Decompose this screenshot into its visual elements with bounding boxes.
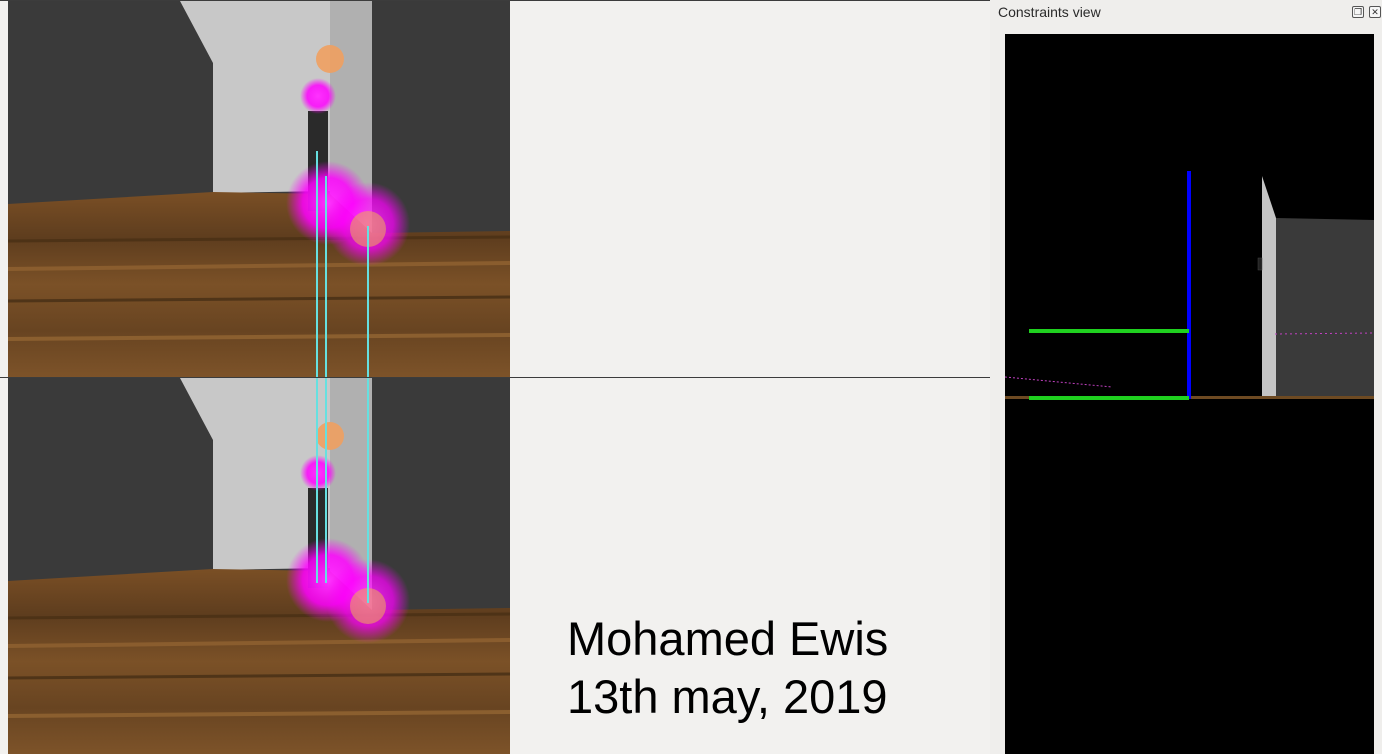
float-icon: ❐ bbox=[1353, 7, 1363, 17]
pillar-light bbox=[180, 1, 330, 193]
pane-separator bbox=[0, 377, 990, 378]
constraints-panel: Constraints view ❐ ✕ bbox=[990, 0, 1382, 754]
top-border bbox=[0, 0, 990, 1]
viewport-top[interactable] bbox=[8, 1, 510, 377]
caption-date: 13th may, 2019 bbox=[567, 670, 888, 723]
viewport-bottom[interactable] bbox=[8, 378, 510, 754]
simulation-area: Mohamed Ewis 13th may, 2019 bbox=[0, 0, 990, 754]
author-name: Mohamed Ewis bbox=[567, 612, 889, 665]
wall bbox=[1276, 218, 1374, 396]
scene-bottom bbox=[8, 378, 510, 754]
close-icon: ✕ bbox=[1371, 7, 1379, 17]
marker-upper bbox=[300, 78, 336, 114]
close-button[interactable]: ✕ bbox=[1369, 6, 1381, 18]
constraints-scene bbox=[1005, 34, 1374, 754]
pillar bbox=[1262, 176, 1276, 397]
caption: Mohamed Ewis 13th may, 2019 bbox=[567, 610, 888, 726]
panel-title: Constraints view bbox=[998, 4, 1101, 20]
constraints-view[interactable] bbox=[1005, 34, 1374, 754]
marker-head bbox=[316, 45, 344, 73]
float-button[interactable]: ❐ bbox=[1352, 6, 1364, 18]
scene-top bbox=[8, 1, 510, 377]
